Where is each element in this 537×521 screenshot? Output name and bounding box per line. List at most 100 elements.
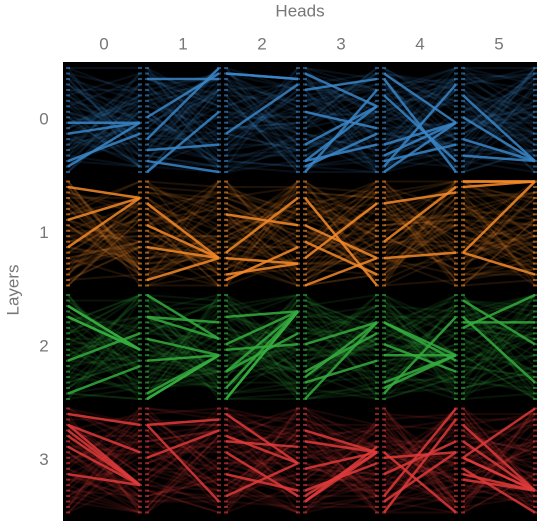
token-right <box>533 77 537 80</box>
attention-line <box>67 294 141 378</box>
attention-line <box>146 180 220 270</box>
attention-line <box>304 424 378 481</box>
attention-line <box>383 235 457 270</box>
token-left <box>303 484 307 487</box>
attention-line <box>383 213 457 221</box>
attention-cell <box>461 293 537 400</box>
attention-line <box>383 462 457 514</box>
token-right <box>533 246 537 249</box>
attention-line <box>146 343 220 395</box>
token-right <box>375 370 379 373</box>
token-left <box>224 202 228 205</box>
token-left <box>145 132 149 135</box>
attention-cell <box>382 67 458 174</box>
attention-line <box>146 202 220 276</box>
token-right <box>454 456 458 459</box>
attention-line <box>67 105 141 124</box>
token-right <box>454 235 458 238</box>
attention-line <box>462 77 536 91</box>
attention-line <box>67 381 141 395</box>
attention-line <box>225 478 299 508</box>
token-right <box>375 412 379 415</box>
attention-line <box>225 412 299 421</box>
attention-line <box>225 213 299 281</box>
strong-attention-line <box>67 132 141 163</box>
token-right <box>533 94 537 97</box>
attention-line <box>462 116 536 146</box>
token-right <box>375 423 379 426</box>
token-right <box>454 506 458 509</box>
strong-attention-line <box>225 196 299 254</box>
attention-line <box>67 451 141 497</box>
token-left <box>382 83 386 86</box>
attention-line <box>383 321 457 384</box>
token-right <box>296 191 300 194</box>
attention-line <box>225 94 299 146</box>
attention-line <box>67 180 141 216</box>
head-label: 0 <box>99 34 108 53</box>
attention-line <box>383 213 457 221</box>
attention-line <box>67 489 141 498</box>
attention-line <box>225 185 299 199</box>
attention-cell <box>303 180 379 287</box>
attention-line <box>225 294 299 313</box>
attention-line <box>462 445 536 481</box>
token-left <box>303 473 307 476</box>
attention-line <box>383 376 457 400</box>
attention-line <box>225 299 299 351</box>
token-right <box>533 83 537 86</box>
attention-line <box>146 67 220 108</box>
attention-line <box>462 224 536 270</box>
token-left <box>66 299 70 302</box>
attention-line <box>383 186 457 265</box>
attention-line <box>67 208 141 265</box>
attention-line <box>304 392 378 400</box>
attention-line <box>67 83 141 124</box>
token-right <box>296 451 300 454</box>
token-right <box>138 304 142 307</box>
token-left <box>145 381 149 384</box>
attention-line <box>462 94 536 108</box>
token-right <box>138 149 142 152</box>
attention-line <box>304 72 378 173</box>
attention-line <box>383 418 457 475</box>
attention-line <box>462 440 536 514</box>
attention-line <box>225 67 299 91</box>
attention-line <box>304 224 378 287</box>
attention-line <box>225 121 299 141</box>
token-right <box>454 94 458 97</box>
attention-line <box>383 451 457 470</box>
token-right <box>217 387 221 390</box>
token-right <box>454 196 458 199</box>
token-right <box>533 143 537 146</box>
token-left <box>382 398 386 400</box>
attention-line <box>383 160 457 168</box>
attention-line <box>67 83 141 151</box>
token-right <box>533 434 537 437</box>
token-left <box>224 304 228 307</box>
token-left <box>224 392 228 395</box>
attention-line <box>462 105 536 146</box>
strong-attention-line <box>67 185 141 200</box>
attention-line <box>462 78 536 119</box>
attention-cell <box>66 67 142 173</box>
attention-line <box>383 224 457 243</box>
attention-line <box>462 240 536 254</box>
token-right <box>533 423 537 426</box>
token-left <box>303 304 307 307</box>
attention-line <box>462 218 536 227</box>
attention-line <box>67 186 141 265</box>
attention-line <box>67 257 141 281</box>
attention-line <box>146 202 220 232</box>
token-left <box>66 462 70 465</box>
attention-line <box>304 440 378 459</box>
attention-line <box>67 186 141 287</box>
attention-line <box>304 240 378 281</box>
token-left <box>303 149 307 152</box>
attention-line <box>67 235 141 265</box>
attention-line <box>67 246 141 265</box>
token-right <box>217 160 221 163</box>
attention-line <box>146 116 220 162</box>
token-left <box>461 445 465 448</box>
token-left <box>224 418 228 421</box>
